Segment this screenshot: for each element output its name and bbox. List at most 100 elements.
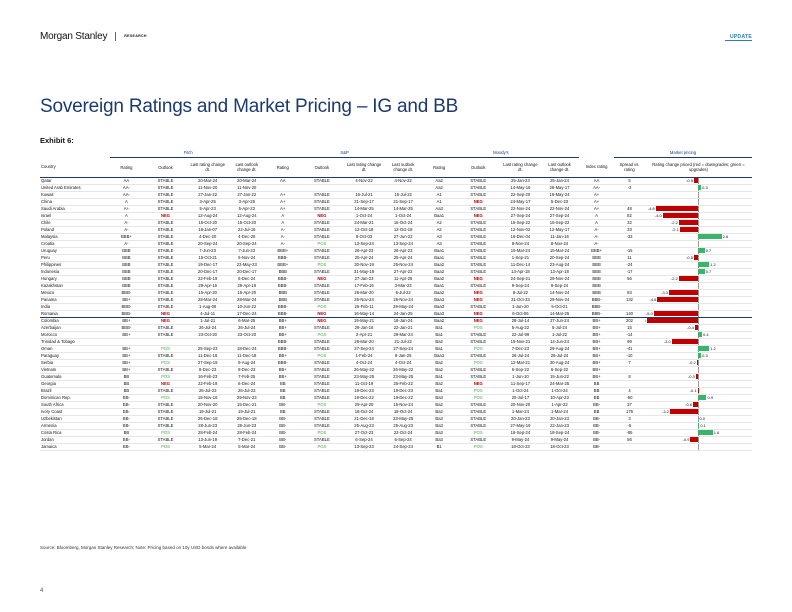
rating-change-value: 1.2: [710, 345, 716, 351]
table-cell: 30-Aug-24: [539, 359, 580, 367]
table-cell: 16-Jul-21: [344, 191, 384, 199]
table-cell: NEG: [142, 317, 189, 325]
table-cell: 9-Sep-24: [539, 282, 580, 290]
table-cell: 12-Oct-18: [383, 226, 423, 234]
table-cell: POS: [142, 443, 189, 451]
table-cell: NEG: [455, 296, 501, 304]
table-cell: STABLE: [455, 373, 501, 381]
bar-axis: [698, 198, 699, 204]
table-cell: A-: [266, 233, 300, 241]
table-cell: POS: [455, 324, 501, 332]
table-cell: 56: [614, 436, 645, 444]
table-cell: BB-: [579, 443, 615, 451]
rating-change-bar-cell: -3.0: [644, 338, 752, 346]
table-row: Morocco BB+ STABLE 23-Oct-20 23-Oct-20 BB+ POS…: [40, 331, 752, 339]
table-cell: A-: [109, 240, 143, 248]
country-cell: Indonesia: [40, 268, 110, 276]
rating-change-value: 0.7: [705, 268, 712, 274]
group-fitch: Fitch: [109, 150, 267, 158]
exhibit-label: Exhibit 6:: [40, 136, 74, 145]
table-cell: [299, 184, 345, 192]
rating-change-bar: [671, 339, 699, 344]
table-cell: BB-: [266, 415, 300, 423]
country-cell: Qatar: [40, 177, 110, 185]
table-cell: BB+: [266, 324, 300, 332]
table-cell: 7-Dec-23: [500, 345, 540, 353]
ratings-table-container: Fitch S&P Moody's Market pricing Country…: [40, 150, 752, 451]
table-cell: 23-Aug-24: [539, 261, 580, 269]
rating-change-value: -0.3: [687, 373, 695, 379]
table-cell: 26-May-17: [539, 184, 580, 192]
rating-change-value: -3.0: [663, 338, 671, 344]
table-cell: 4-Oct-24: [344, 359, 384, 367]
country-cell: South Africa: [40, 401, 110, 409]
group-header-row: Fitch S&P Moody's Market pricing: [40, 150, 752, 158]
table-cell: 15-Mar-24: [539, 247, 580, 255]
table-cell: BB+: [266, 373, 300, 381]
table-cell: BBB-: [266, 310, 300, 318]
table-cell: BBB: [579, 282, 615, 290]
rating-change-value: -5.0: [645, 310, 653, 316]
table-cell: 23-Oct-20: [227, 331, 267, 339]
table-cell: [614, 303, 645, 311]
rating-change-bar-cell: -0.3: [644, 373, 752, 381]
brand-logo: Morgan Stanley: [40, 30, 108, 42]
table-cell: 14-Mar-25: [344, 205, 384, 213]
table-cell: [614, 191, 645, 199]
table-cell: 27-Sep-24: [539, 212, 580, 220]
table-cell: STABLE: [142, 247, 189, 255]
country-cell: Azerbaijan: [40, 324, 110, 332]
table-cell: BB-: [109, 422, 143, 430]
table-cell: 26-Jul-24: [500, 352, 540, 360]
table-cell: 3-Apr-25: [188, 198, 228, 206]
country-cell: Oman: [40, 345, 110, 353]
table-cell: BBB-: [266, 338, 300, 346]
table-cell: 12-Aug-24: [188, 212, 228, 220]
table-cell: 12-Mar-21: [500, 359, 540, 367]
rating-change-bar-cell: -0.2: [644, 359, 752, 367]
table-cell: BB-: [109, 401, 143, 409]
table-cell: A+: [266, 205, 300, 213]
table-cell: Baa3: [422, 303, 456, 311]
table-cell: STABLE: [455, 205, 501, 213]
table-cell: 26-Jul-23: [227, 387, 267, 395]
rating-change-bar-cell: [644, 366, 752, 374]
table-cell: Baa2: [422, 317, 456, 325]
table-cell: 26-Jul-24: [539, 352, 580, 360]
rating-change-bar-cell: 0.3: [644, 184, 752, 192]
table-cell: A: [109, 212, 143, 220]
table-cell: Ba2: [422, 366, 456, 374]
table-cell: 24-Sep-24: [383, 443, 423, 451]
bar-axis: [698, 415, 699, 421]
group-moodys: Moody's: [422, 150, 580, 158]
table-cell: 25-Dec-18: [188, 415, 228, 423]
table-cell: 5-Apr-23: [227, 205, 267, 213]
table-cell: BB-: [109, 415, 143, 423]
table-cell: 6-Sep-22: [539, 366, 580, 374]
table-cell: 11-Sep-17: [500, 380, 540, 388]
table-cell: 14-Nov-24: [539, 289, 580, 297]
table-cell: A-: [266, 226, 300, 234]
table-cell: POS: [455, 359, 501, 367]
table-cell: BBB-: [266, 275, 300, 283]
table-row: Poland A- STABLE 18-Jan-07 22-Jul-16 A- STABLE…: [40, 226, 752, 234]
table-cell: NEG: [142, 212, 189, 220]
table-cell: BBB-: [109, 310, 143, 318]
column-header: Outlook: [299, 157, 345, 178]
table-cell: 15-Dec-21: [227, 401, 267, 409]
table-cell: [142, 338, 189, 346]
source-note: Source: Bloomberg, Morgan Stanley Resear…: [40, 545, 247, 550]
table-cell: STABLE: [299, 422, 345, 430]
table-cell: A-: [579, 233, 615, 241]
table-cell: 6-Sep-24: [344, 436, 384, 444]
table-cell: Aa2: [422, 177, 456, 185]
table-cell: 28-Mar-24: [227, 296, 267, 304]
table-cell: STABLE: [142, 184, 189, 192]
table-cell: BBB+: [109, 233, 143, 241]
page-title: Sovereign Ratings and Market Pricing – I…: [40, 96, 459, 117]
rating-change-bar: [690, 437, 699, 442]
table-cell: 29-Nov-24: [539, 275, 580, 283]
table-cell: BB+: [266, 352, 300, 360]
table-cell: 18-Jan-07: [188, 226, 228, 234]
table-cell: NEG: [455, 275, 501, 283]
